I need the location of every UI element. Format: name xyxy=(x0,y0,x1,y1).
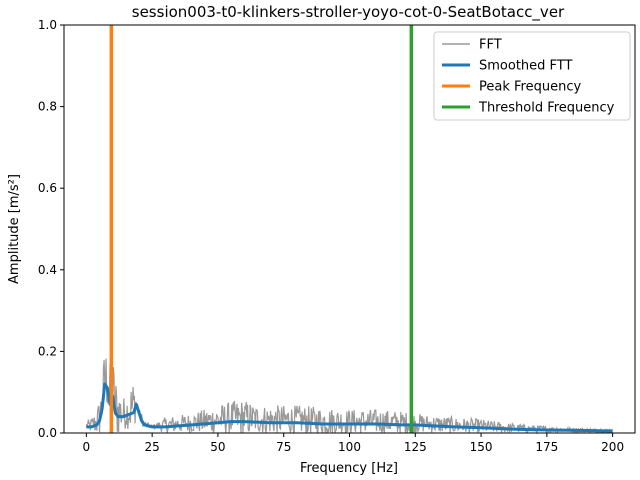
x-tick-label: 75 xyxy=(276,440,291,454)
x-tick-label: 125 xyxy=(404,440,427,454)
y-tick-label: 0.2 xyxy=(38,344,57,358)
y-tick-label: 1.0 xyxy=(38,18,57,32)
y-axis-label: Amplitude [m/s²] xyxy=(7,174,22,284)
legend-label: Smoothed FTT xyxy=(479,59,573,74)
x-tick-label: 25 xyxy=(145,440,160,454)
x-tick-label: 0 xyxy=(83,440,91,454)
x-tick-label: 100 xyxy=(338,440,361,454)
x-axis: 0 25 50 75 100 125 150 175 200 xyxy=(83,433,624,454)
legend-label: FFT xyxy=(479,38,502,53)
legend-box xyxy=(433,31,631,121)
x-tick-label: 150 xyxy=(470,440,493,454)
y-tick-label: 0.4 xyxy=(38,263,57,277)
legend: FFT Smoothed FTT Peak Frequency Threshold F… xyxy=(433,31,631,121)
x-tick-label: 200 xyxy=(601,440,624,454)
y-tick-label: 0.0 xyxy=(38,426,57,440)
y-tick-label: 0.8 xyxy=(38,100,57,114)
x-tick-label: 175 xyxy=(535,440,558,454)
x-axis-label: Frequency [Hz] xyxy=(300,461,398,476)
y-tick-label: 0.6 xyxy=(38,181,57,195)
legend-label: Threshold Frequency xyxy=(478,101,615,116)
y-axis: 0.0 0.2 0.4 0.6 0.8 1.0 xyxy=(38,18,64,440)
legend-label: Peak Frequency xyxy=(479,80,581,95)
smoothed-fft-line xyxy=(86,382,613,433)
data-layer xyxy=(85,25,613,435)
x-tick-label: 50 xyxy=(210,440,225,454)
chart-title: session003-t0-klinkers-stroller-yoyo-cot… xyxy=(132,3,565,22)
